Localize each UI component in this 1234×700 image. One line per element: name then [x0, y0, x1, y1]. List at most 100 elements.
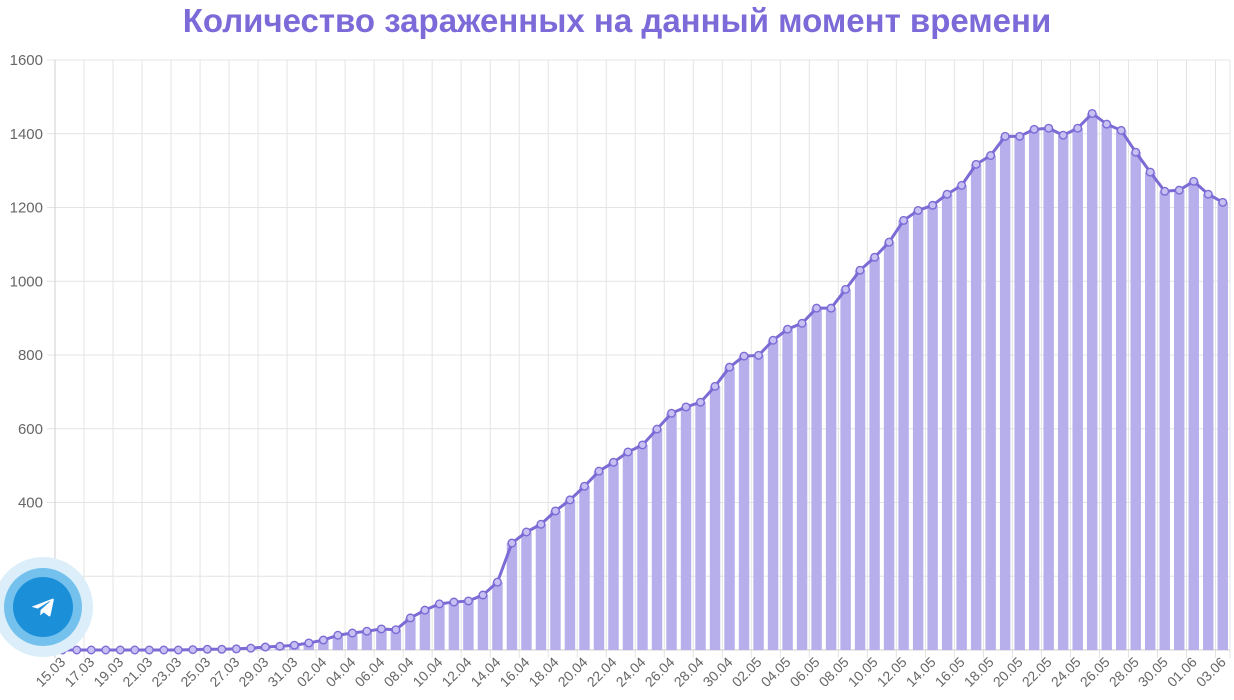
- chart-bar: [1014, 136, 1025, 650]
- chart-bar: [361, 631, 373, 650]
- x-tick-label: 14.04: [467, 654, 503, 690]
- chart-bar: [811, 308, 822, 650]
- chart-point: [1029, 124, 1039, 134]
- chart-point: [652, 424, 662, 434]
- chart-point: [681, 402, 691, 412]
- chart-point: [826, 303, 836, 313]
- x-tick-label: 24.04: [613, 654, 649, 690]
- chart-point: [463, 596, 473, 606]
- y-tick-label: 1400: [10, 126, 43, 143]
- chart-point: [420, 605, 430, 615]
- x-tick-label: 17.03: [61, 654, 97, 690]
- x-tick-label: 03.06: [1193, 654, 1229, 690]
- chart-point: [899, 215, 909, 225]
- chart-bar: [1101, 124, 1112, 650]
- chart-point: [376, 624, 386, 634]
- x-tick-label: 26.05: [1077, 654, 1113, 690]
- chart-bar: [883, 242, 895, 650]
- chart-bar: [724, 367, 735, 650]
- chart-point: [318, 635, 328, 645]
- chart-bar: [1115, 130, 1127, 650]
- chart-point: [579, 481, 589, 491]
- x-tick-label: 10.05: [845, 654, 881, 690]
- chart-point: [217, 644, 227, 654]
- chart-bar: [1217, 202, 1228, 650]
- chart-point: [231, 644, 241, 654]
- x-tick-label: 16.05: [932, 654, 968, 690]
- chart-bar: [985, 155, 996, 650]
- chart-point: [550, 506, 560, 516]
- y-tick-label: 1600: [10, 52, 43, 69]
- chart-bar: [1057, 135, 1069, 651]
- x-tick-label: 08.05: [816, 654, 852, 690]
- chart-point: [304, 638, 314, 648]
- x-tick-label: 21.03: [119, 654, 155, 690]
- chart-point: [260, 642, 270, 652]
- chart-point: [928, 200, 938, 210]
- chart-point: [971, 159, 981, 169]
- chart-point: [1131, 147, 1141, 157]
- y-tick-label: 1200: [10, 200, 43, 217]
- chart-bar: [1174, 190, 1185, 651]
- chart-bar: [434, 603, 445, 650]
- chart-point: [1058, 130, 1068, 140]
- chart-point: [884, 237, 894, 247]
- x-tick-label: 30.05: [1135, 654, 1171, 690]
- chart-bar: [1188, 181, 1199, 650]
- chart-point: [565, 495, 575, 505]
- chart-point: [1000, 131, 1010, 141]
- chart-point: [797, 318, 807, 328]
- x-tick-label: 01.06: [1164, 654, 1200, 690]
- chart-point: [1044, 123, 1054, 133]
- chart-bar: [1159, 191, 1170, 650]
- chart-bar: [970, 164, 982, 651]
- x-tick-label: 30.04: [700, 654, 736, 690]
- chart-bar: [840, 289, 851, 650]
- chart-point: [144, 645, 154, 655]
- telegram-button[interactable]: [0, 555, 96, 659]
- x-tick-label: 10.04: [409, 654, 445, 690]
- chart-bar: [405, 617, 416, 650]
- chart-bar: [463, 600, 474, 650]
- x-tick-label: 12.05: [874, 654, 910, 690]
- chart-bar: [869, 257, 880, 650]
- x-tick-label: 28.04: [671, 654, 707, 690]
- chart-point: [768, 335, 778, 345]
- chart-bar: [622, 451, 634, 650]
- chart-point: [710, 381, 720, 391]
- chart-point: [405, 613, 415, 623]
- chart-point: [159, 645, 169, 655]
- chart-point: [623, 447, 633, 457]
- chart-point: [913, 205, 923, 215]
- chart-point: [130, 645, 140, 655]
- x-tick-label: 18.04: [525, 654, 561, 690]
- chart-bar: [825, 308, 837, 650]
- chart-point: [783, 324, 793, 334]
- x-tick-label: 06.04: [351, 654, 387, 690]
- chart-point: [72, 645, 82, 655]
- x-tick-label: 04.05: [758, 654, 794, 690]
- chart-bar: [1144, 172, 1156, 650]
- chart-point: [101, 645, 111, 655]
- chart-point: [1015, 131, 1025, 141]
- y-tick-label: 400: [18, 495, 43, 512]
- chart-bar: [1028, 129, 1040, 650]
- y-tick-label: 600: [18, 421, 43, 438]
- chart-bar: [738, 356, 750, 650]
- chart-point: [696, 397, 706, 407]
- x-axis-labels: 15.0317.0319.0321.0323.0325.0327.0329.03…: [32, 654, 1229, 690]
- chart-point: [188, 645, 198, 655]
- chart-bar: [767, 340, 779, 650]
- x-tick-label: 04.04: [322, 654, 358, 690]
- chart-bar: [854, 270, 866, 650]
- chart-point: [478, 590, 488, 600]
- chart-bar: [941, 194, 953, 651]
- x-tick-label: 23.03: [148, 654, 184, 690]
- chart-point: [391, 625, 401, 635]
- chart-point: [1160, 186, 1170, 196]
- chart-point: [492, 577, 502, 587]
- chart-point: [246, 643, 256, 653]
- chart-bar: [1043, 128, 1054, 651]
- x-tick-label: 25.03: [177, 654, 213, 690]
